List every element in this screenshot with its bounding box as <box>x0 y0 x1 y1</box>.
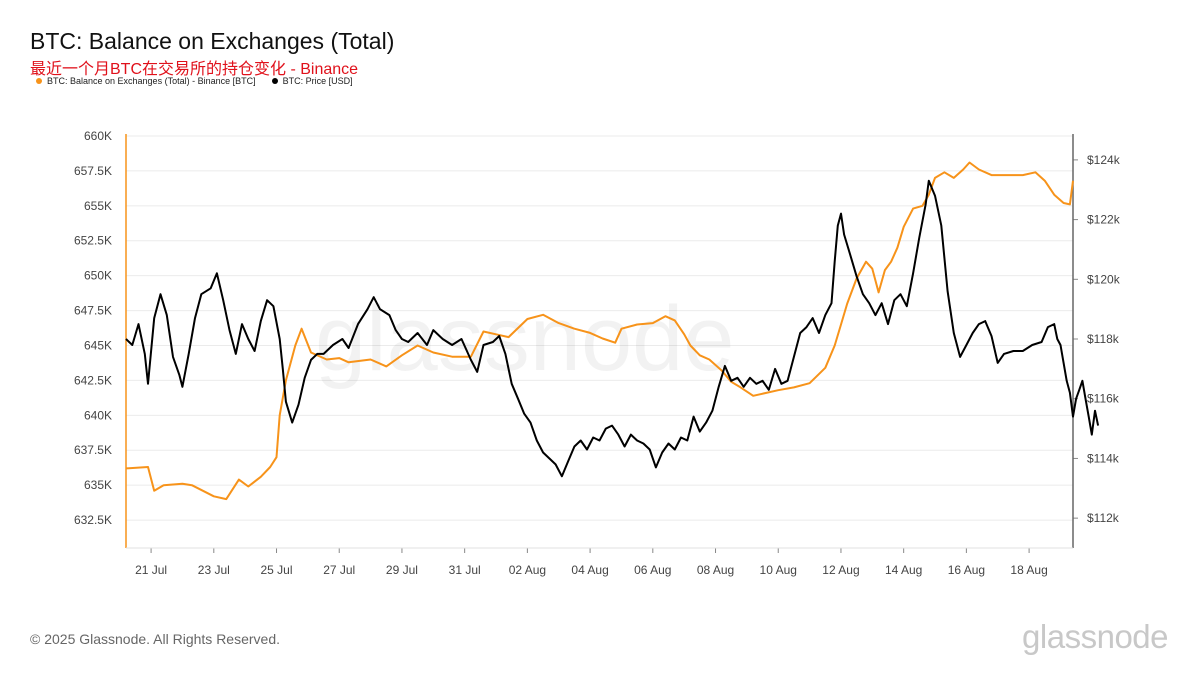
legend-label-balance: BTC: Balance on Exchanges (Total) - Bina… <box>47 76 256 86</box>
y-right-tick-$118k: $118k <box>1087 332 1120 346</box>
x-tick-10 Aug: 10 Aug <box>760 563 797 577</box>
legend-swatch-balance <box>36 78 42 84</box>
series-lines <box>125 161 1100 501</box>
series-line-balance <box>125 161 1074 501</box>
y-right-tick-$122k: $122k <box>1087 213 1121 227</box>
x-tick-18 Aug: 18 Aug <box>1010 563 1047 577</box>
legend-item-price[interactable]: BTC: Price [USD] <box>271 76 353 86</box>
x-tick-16 Aug: 16 Aug <box>948 563 985 577</box>
legend-label-price: BTC: Price [USD] <box>282 76 353 86</box>
y-left-tick-655K: 655K <box>84 199 112 213</box>
y-right-tick-$120k: $120k <box>1087 272 1121 286</box>
x-tick-14 Aug: 14 Aug <box>885 563 922 577</box>
y-left-tick-650K: 650K <box>84 269 112 283</box>
y-left-tick-642.5K: 642.5K <box>74 373 112 387</box>
y-left-tick-647.5K: 647.5K <box>74 304 112 318</box>
x-tick-12 Aug: 12 Aug <box>822 563 859 577</box>
x-tick-04 Aug: 04 Aug <box>571 563 608 577</box>
x-tick-27 Jul: 27 Jul <box>323 563 355 577</box>
y-left-tick-632.5K: 632.5K <box>74 513 112 527</box>
glassnode-logo: glassnode <box>1022 618 1168 655</box>
y-right-tick-$116k: $116k <box>1087 392 1120 406</box>
y-left-tick-640K: 640K <box>84 408 112 422</box>
x-tick-06 Aug: 06 Aug <box>634 563 671 577</box>
copyright-footer: © 2025 Glassnode. All Rights Reserved. <box>30 631 281 647</box>
x-tick-02 Aug: 02 Aug <box>509 563 546 577</box>
y-left-tick-645K: 645K <box>84 338 112 352</box>
y-right-tick-$124k: $124k <box>1087 153 1121 167</box>
chart-title: BTC: Balance on Exchanges (Total) <box>30 28 395 54</box>
y-left-tick-652.5K: 652.5K <box>74 234 112 248</box>
chart-subtitle: 最近一个月BTC在交易所的持仓变化 - Binance <box>30 61 359 78</box>
legend-item-balance[interactable]: BTC: Balance on Exchanges (Total) - Bina… <box>36 76 256 86</box>
x-tick-31 Jul: 31 Jul <box>449 563 481 577</box>
x-tick-29 Jul: 29 Jul <box>386 563 418 577</box>
y-left-tick-637.5K: 637.5K <box>74 443 112 457</box>
y-left-tick-660K: 660K <box>84 129 112 143</box>
x-tick-08 Aug: 08 Aug <box>697 563 734 577</box>
x-tick-25 Jul: 25 Jul <box>261 563 293 577</box>
x-tick-21 Jul: 21 Jul <box>135 563 167 577</box>
watermark: glassnode <box>315 288 734 390</box>
y-right-tick-$114k: $114k <box>1087 451 1120 465</box>
x-tick-23 Jul: 23 Jul <box>198 563 230 577</box>
chart-legend: BTC: Balance on Exchanges (Total) - Bina… <box>36 76 353 86</box>
y-left-tick-657.5K: 657.5K <box>74 164 112 178</box>
y-left-tick-635K: 635K <box>84 478 112 492</box>
y-right-tick-$112k: $112k <box>1087 511 1120 525</box>
axes <box>125 134 1078 553</box>
tick-labels: 632.5K 635K 637.5K 640K 642.5K 645K 647.5K 650K… <box>74 129 1121 577</box>
series-line-price <box>125 179 1100 478</box>
legend-swatch-price <box>271 78 278 84</box>
